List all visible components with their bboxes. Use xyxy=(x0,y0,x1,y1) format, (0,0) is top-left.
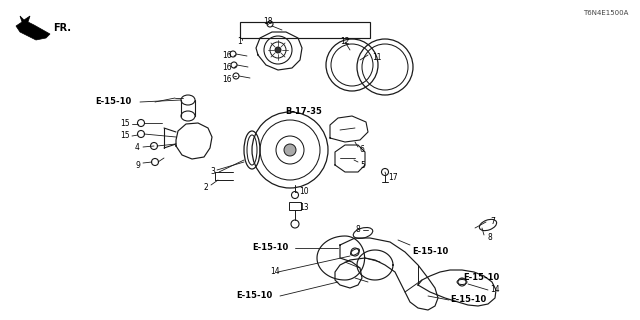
Circle shape xyxy=(275,47,281,53)
Text: 4: 4 xyxy=(135,143,140,153)
Text: E-15-10: E-15-10 xyxy=(412,247,448,257)
Text: 2: 2 xyxy=(204,182,209,191)
Text: E-15-10: E-15-10 xyxy=(252,244,288,252)
Text: B-17-35: B-17-35 xyxy=(285,108,322,116)
Text: 13: 13 xyxy=(299,203,308,212)
Text: 7: 7 xyxy=(490,218,495,227)
Text: 14: 14 xyxy=(270,268,280,276)
Text: 15: 15 xyxy=(120,119,130,129)
Text: FR.: FR. xyxy=(53,23,71,33)
Text: 10: 10 xyxy=(299,188,308,196)
Text: 8: 8 xyxy=(487,234,492,243)
Text: 15: 15 xyxy=(120,132,130,140)
Text: 18: 18 xyxy=(263,18,273,27)
Text: 6: 6 xyxy=(360,146,365,155)
Text: E-15-10: E-15-10 xyxy=(463,274,499,283)
Text: 11: 11 xyxy=(372,53,381,62)
Text: E-15-10: E-15-10 xyxy=(450,295,486,305)
Text: 17: 17 xyxy=(388,173,397,182)
Text: 12: 12 xyxy=(340,37,349,46)
Text: 16: 16 xyxy=(222,63,232,73)
Text: T6N4E1500A: T6N4E1500A xyxy=(582,10,628,16)
Text: 14: 14 xyxy=(490,285,500,294)
Text: E-15-10: E-15-10 xyxy=(236,292,272,300)
Text: 16: 16 xyxy=(222,52,232,60)
Text: 16: 16 xyxy=(222,76,232,84)
Text: 1: 1 xyxy=(237,37,242,46)
Text: 8: 8 xyxy=(356,226,361,235)
Text: E-15-10: E-15-10 xyxy=(95,98,131,107)
Text: 3: 3 xyxy=(210,167,215,177)
Text: 5: 5 xyxy=(360,161,365,170)
Polygon shape xyxy=(16,16,50,40)
Text: 9: 9 xyxy=(135,161,140,170)
Circle shape xyxy=(284,144,296,156)
